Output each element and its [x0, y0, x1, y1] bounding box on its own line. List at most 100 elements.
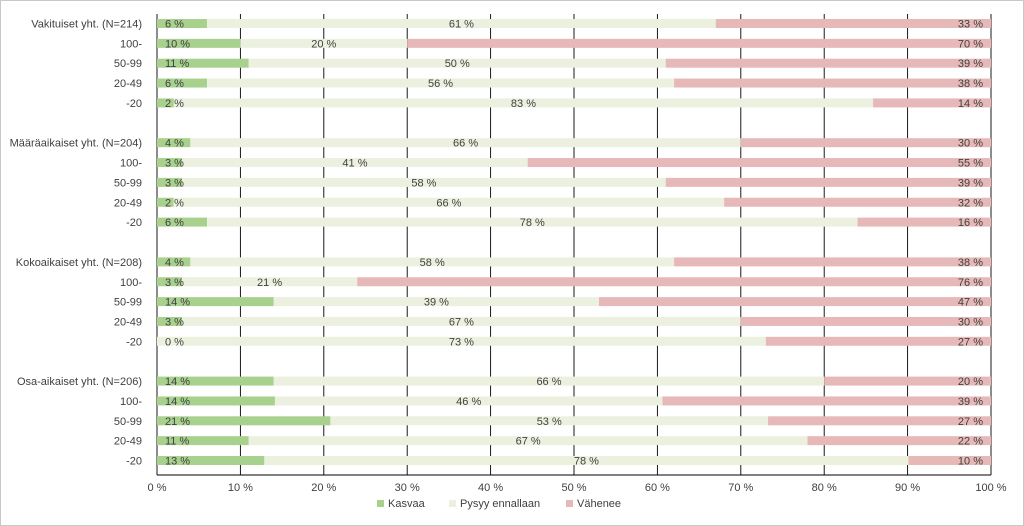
data-label-kasvaa: 13 %	[165, 456, 190, 468]
bar-kasvaa	[157, 19, 208, 28]
bar-vahenee	[873, 98, 991, 108]
x-tick-label: 80 %	[812, 482, 837, 494]
category-label: Määräaikaiset yht. (N=204)	[10, 138, 142, 150]
bar-kasvaa	[157, 138, 191, 148]
data-label-kasvaa: 4 %	[165, 257, 184, 269]
x-tick-label: 50 %	[561, 482, 586, 494]
category-label: 20-49	[114, 197, 142, 209]
category-label: 20-49	[114, 436, 142, 448]
legend-swatch	[566, 500, 573, 507]
category-label: 50-99	[114, 177, 142, 189]
data-label-kasvaa: 14 %	[165, 297, 190, 309]
bar-kasvaa	[157, 217, 208, 227]
data-label-vahenee: 30 %	[958, 316, 983, 328]
category-label: 20-49	[114, 316, 142, 328]
x-tick-label: 90 %	[895, 482, 920, 494]
bar-pysyy	[190, 138, 741, 148]
bar-vahenee	[674, 78, 991, 88]
data-label-pysyy: 39 %	[424, 297, 449, 309]
bar-pysyy	[248, 58, 666, 68]
data-label-pysyy: 78 %	[520, 217, 545, 229]
data-label-vahenee: 39 %	[958, 58, 983, 70]
data-label-vahenee: 76 %	[958, 277, 983, 289]
bar-vahenee	[824, 376, 991, 386]
bar-pysyy	[207, 78, 675, 88]
data-label-vahenee: 55 %	[958, 158, 983, 170]
data-label-vahenee: 70 %	[958, 38, 983, 50]
data-label-pysyy: 20 %	[311, 38, 336, 50]
data-label-vahenee: 10 %	[958, 456, 983, 468]
bar-vahenee	[740, 138, 991, 148]
bar-vahenee	[740, 316, 991, 326]
bar-pysyy	[273, 297, 600, 307]
data-label-kasvaa: 2 %	[165, 98, 184, 110]
data-label-vahenee: 27 %	[958, 416, 983, 428]
data-label-vahenee: 16 %	[958, 217, 983, 229]
data-label-vahenee: 38 %	[958, 78, 983, 90]
legend-label: Vähenee	[577, 498, 621, 510]
bar-pysyy	[157, 336, 766, 346]
data-label-kasvaa: 6 %	[165, 217, 184, 229]
x-tick-label: 30 %	[395, 482, 420, 494]
data-label-vahenee: 30 %	[958, 138, 983, 150]
data-label-kasvaa: 0 %	[165, 336, 184, 348]
bar-vahenee	[715, 19, 991, 28]
bar-pysyy	[173, 98, 874, 108]
bar-vahenee	[765, 336, 991, 346]
data-label-pysyy: 83 %	[511, 98, 536, 110]
x-tick-label: 10 %	[228, 482, 253, 494]
data-label-vahenee: 47 %	[958, 297, 983, 309]
bar-kasvaa	[157, 38, 241, 48]
bar-pysyy	[240, 38, 408, 48]
x-tick-label: 20 %	[311, 482, 336, 494]
bar-vahenee	[662, 396, 991, 406]
data-label-kasvaa: 14 %	[165, 376, 190, 388]
bar-pysyy	[173, 197, 725, 207]
data-label-vahenee: 39 %	[958, 396, 983, 408]
data-label-vahenee: 32 %	[958, 197, 983, 209]
x-tick-label: 100 %	[975, 482, 1006, 494]
data-label-kasvaa: 6 %	[165, 78, 184, 90]
bar-vahenee	[807, 436, 991, 446]
bar-kasvaa	[157, 197, 174, 207]
bar-kasvaa	[157, 376, 274, 386]
data-label-vahenee: 39 %	[958, 177, 983, 189]
bar-vahenee	[674, 257, 991, 267]
data-label-kasvaa: 3 %	[165, 316, 184, 328]
x-tick-label: 70 %	[728, 482, 753, 494]
x-tick-label: 0 %	[148, 482, 167, 494]
bar-vahenee	[665, 177, 991, 187]
bar-pysyy	[207, 19, 716, 28]
bar-kasvaa	[157, 98, 174, 108]
bar-kasvaa	[157, 158, 183, 168]
bar-kasvaa	[157, 277, 183, 287]
bar-pysyy	[330, 416, 769, 426]
legend-label: Kasvaa	[388, 498, 426, 510]
bar-pysyy	[190, 257, 675, 267]
category-label: 100-	[120, 277, 142, 289]
data-label-pysyy: 67 %	[449, 316, 474, 328]
legend-swatch	[449, 500, 456, 507]
bar-kasvaa	[157, 297, 274, 307]
data-label-kasvaa: 3 %	[165, 177, 184, 189]
data-label-pysyy: 58 %	[411, 177, 436, 189]
data-label-kasvaa: 6 %	[165, 19, 184, 31]
bar-pysyy	[182, 158, 528, 168]
bar-vahenee	[908, 456, 991, 465]
category-label: -20	[126, 336, 142, 348]
category-label: 100-	[120, 396, 142, 408]
bar-vahenee	[665, 58, 991, 68]
data-label-kasvaa: 3 %	[165, 158, 184, 170]
data-label-kasvaa: 2 %	[165, 197, 184, 209]
data-label-vahenee: 20 %	[958, 376, 983, 388]
category-label: -20	[126, 217, 142, 229]
bar-kasvaa	[157, 456, 265, 465]
category-label: Osa-aikaiset yht. (N=206)	[17, 376, 142, 388]
bar-kasvaa	[157, 78, 208, 88]
bar-pysyy	[182, 177, 666, 187]
category-label: 50-99	[114, 416, 142, 428]
bar-vahenee	[857, 217, 991, 227]
bar-pysyy	[274, 396, 663, 406]
category-label: -20	[126, 98, 142, 110]
category-label: 50-99	[114, 297, 142, 309]
